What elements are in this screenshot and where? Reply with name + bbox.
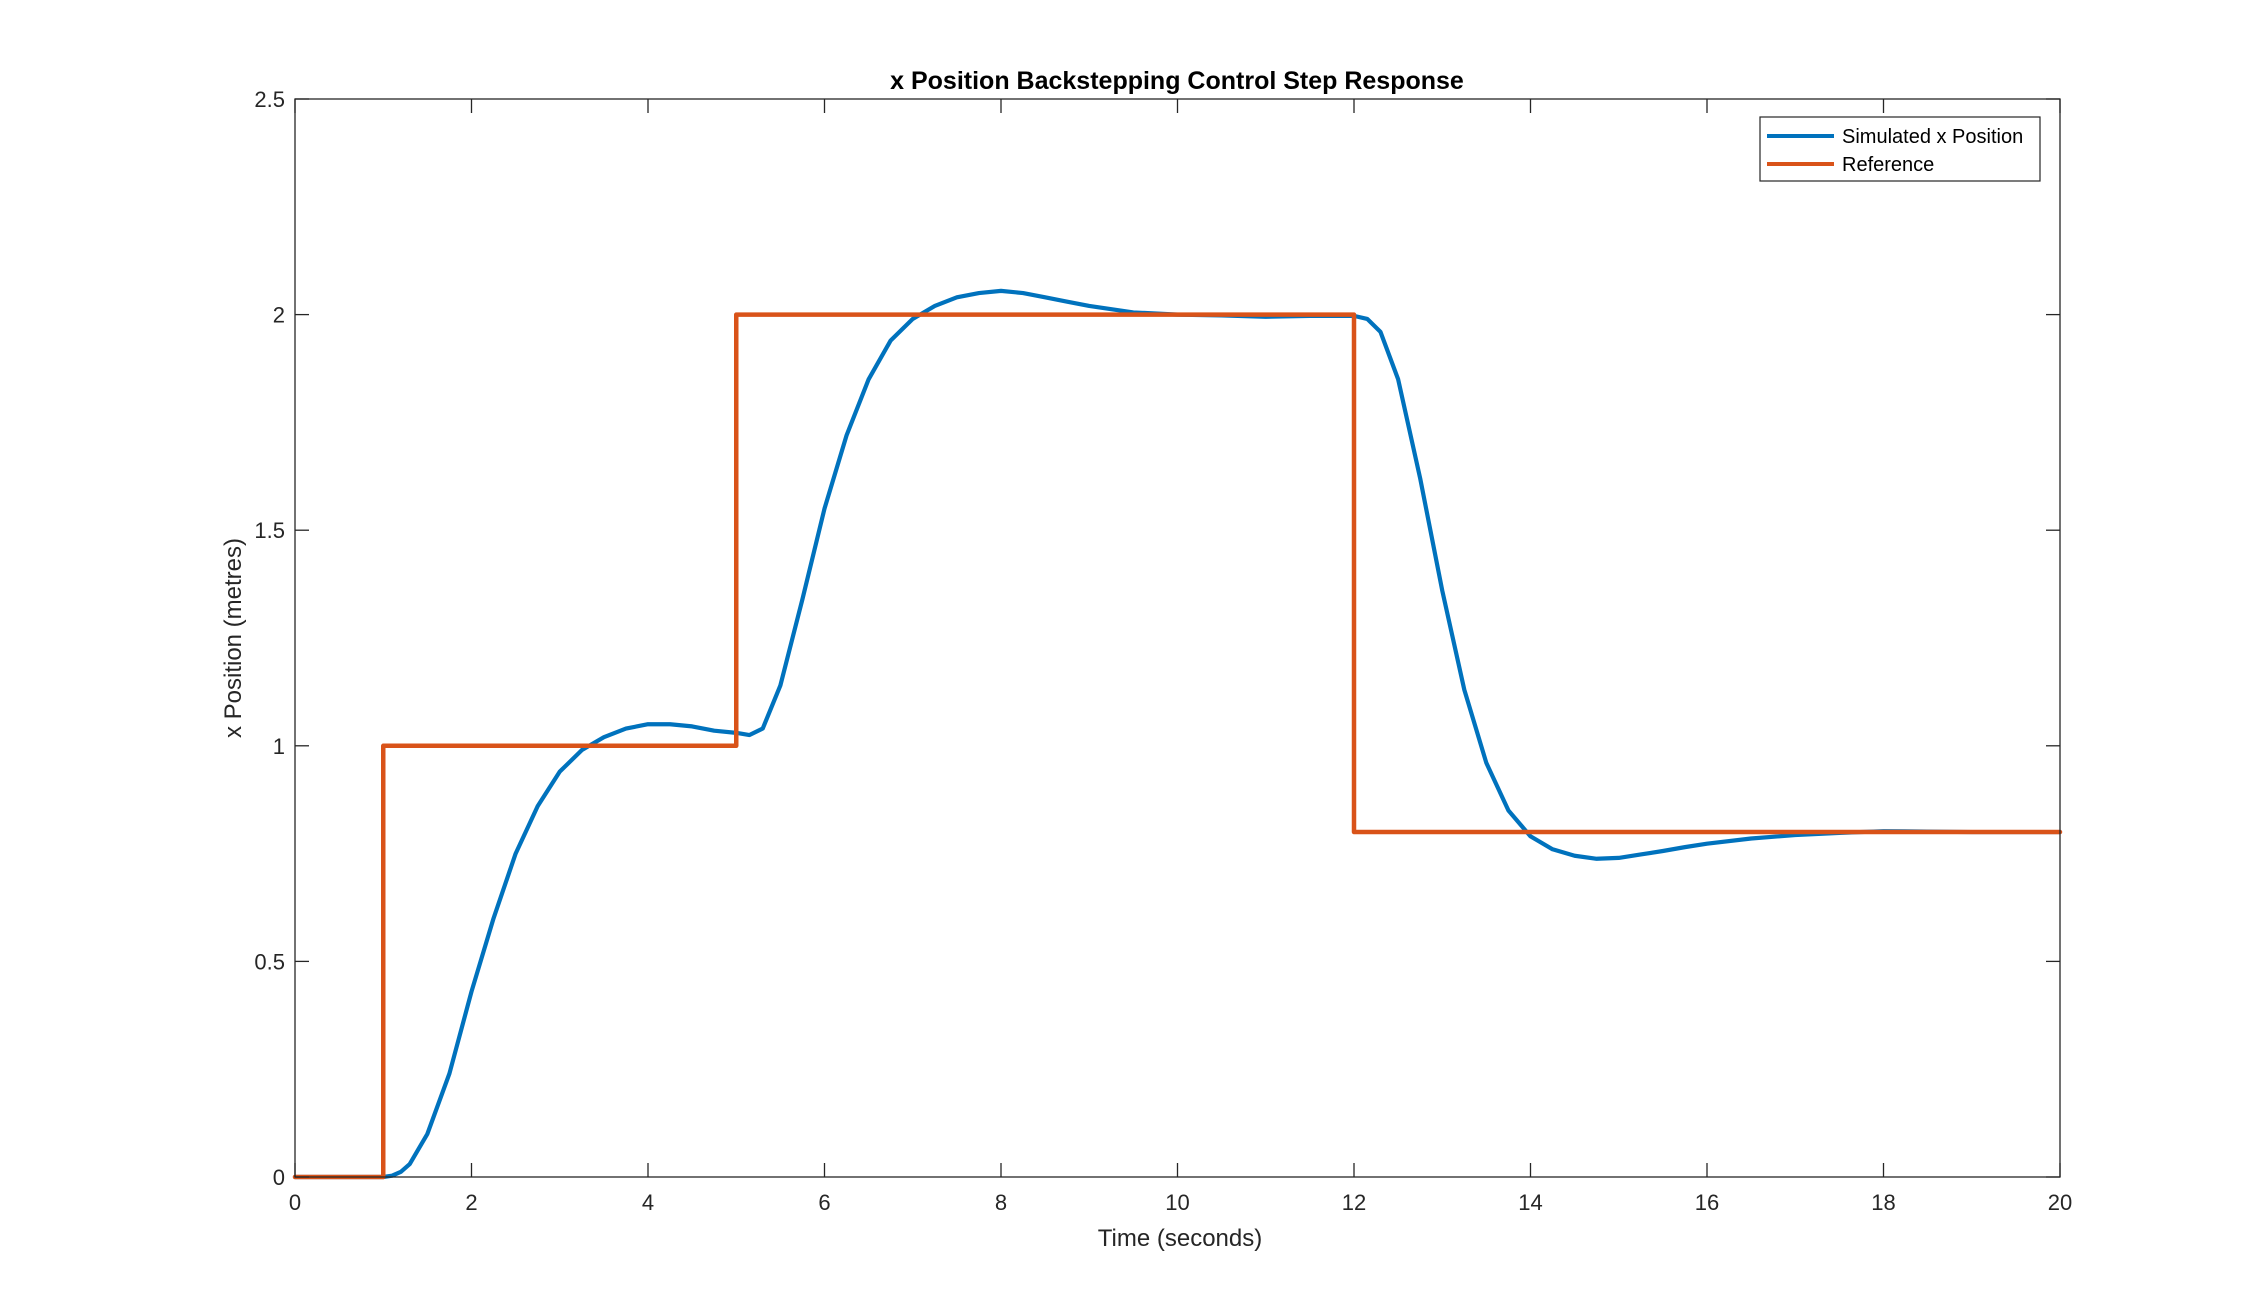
x-tick-label: 10: [1165, 1190, 1189, 1215]
x-tick-label: 0: [289, 1190, 301, 1215]
plot-area: [295, 99, 2060, 1177]
y-tick-label: 0.5: [254, 949, 285, 974]
x-axis-label: Time (seconds): [1098, 1225, 1262, 1252]
y-tick-label: 2.5: [254, 87, 285, 112]
chart-title: x Position Backstepping Control Step Res…: [890, 67, 1464, 95]
x-tick-label: 20: [2048, 1190, 2072, 1215]
y-tick-label: 1.5: [254, 518, 285, 543]
x-tick-label: 8: [995, 1190, 1007, 1215]
legend-label-reference: Reference: [1842, 154, 1934, 176]
series-layer: [292, 288, 2063, 1180]
y-axis: 0 0.5 1 1.5 2 2.5: [254, 87, 2060, 1190]
x-tick-label: 18: [1871, 1190, 1895, 1215]
x-axis: 0 2 4 6 8 10 12 14 16 18 20: [289, 99, 2072, 1215]
x-tick-label: 12: [1342, 1190, 1366, 1215]
legend-box: [1759, 116, 2041, 182]
y-tick-label: 1: [273, 734, 285, 759]
legend[interactable]: Simulated x Position Reference: [1759, 116, 2041, 182]
x-tick-label: 6: [818, 1190, 830, 1215]
x-tick-label: 16: [1695, 1190, 1719, 1215]
y-axis-label: x Position (metres): [220, 538, 247, 738]
y-tick-label: 0: [273, 1165, 285, 1190]
x-tick-label: 14: [1518, 1190, 1542, 1215]
series-line-reference: [292, 312, 2063, 1180]
series-line-simulated-x-position: [292, 288, 2063, 1180]
x-tick-label: 2: [465, 1190, 477, 1215]
x-tick-label: 4: [642, 1190, 654, 1215]
y-tick-label: 2: [273, 303, 285, 328]
legend-label-simulated: Simulated x Position: [1842, 126, 2023, 148]
